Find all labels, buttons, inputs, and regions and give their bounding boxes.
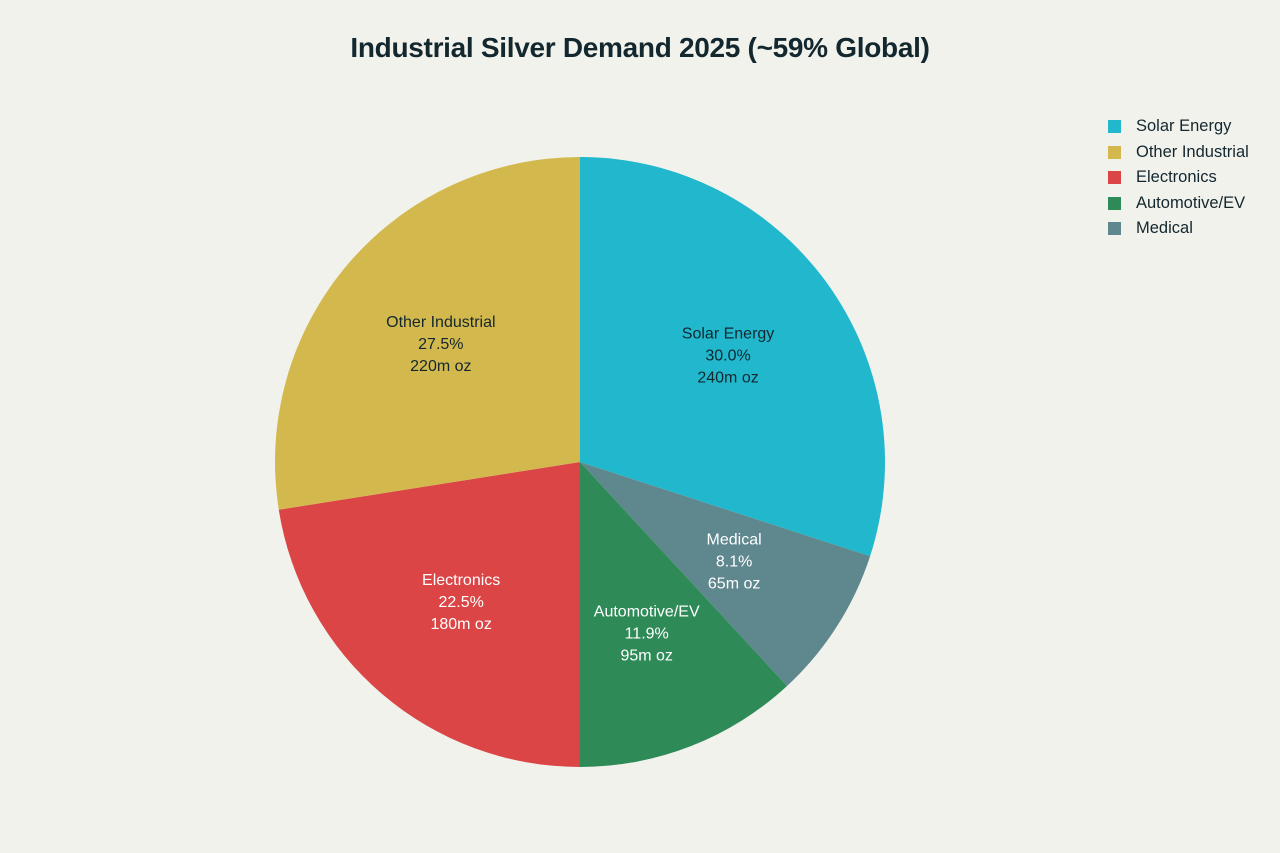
slice-percent: 22.5% [438, 594, 483, 611]
slice-amount: 220m oz [410, 358, 471, 375]
legend-item-other-industrial[interactable]: Other Industrial [1108, 140, 1249, 166]
slice-label: Solar Energy [682, 325, 775, 342]
slice-amount: 65m oz [708, 576, 760, 593]
legend-swatch [1108, 222, 1121, 236]
pie-slice-solar-energy[interactable] [580, 157, 885, 557]
legend-label: Medical [1136, 219, 1193, 238]
slice-amount: 180m oz [430, 616, 491, 633]
legend-label: Other Industrial [1136, 142, 1249, 161]
legend: Solar Energy Other Industrial Electronic… [1108, 114, 1249, 242]
pie-slice-other-industrial[interactable] [275, 157, 580, 510]
slice-label: Electronics [422, 572, 500, 589]
legend-label: Automotive/EV [1136, 193, 1246, 212]
slice-label-medical: Medical 8.1% 65m oz [707, 532, 762, 593]
legend-swatch [1108, 145, 1121, 159]
legend-item-solar-energy[interactable]: Solar Energy [1108, 114, 1249, 140]
slice-amount: 240m oz [697, 369, 758, 386]
slice-amount: 95m oz [620, 647, 672, 664]
pie-slice-electronics[interactable] [278, 462, 580, 767]
slice-percent: 8.1% [716, 554, 752, 571]
legend-item-electronics[interactable]: Electronics [1108, 165, 1249, 191]
legend-swatch [1108, 196, 1121, 210]
chart-title: Industrial Silver Demand 2025 (~59% Glob… [350, 32, 930, 63]
legend-swatch [1108, 171, 1121, 185]
slice-percent: 11.9% [625, 625, 669, 642]
pie-slice-medical[interactable] [580, 462, 871, 686]
slice-label-electronics: Electronics 22.5% 180m oz [422, 572, 500, 633]
slice-percent: 27.5% [418, 336, 463, 353]
legend-item-medical[interactable]: Medical [1108, 216, 1249, 242]
pie-slice-automotive-ev[interactable] [580, 462, 788, 767]
slice-label: Other Industrial [386, 314, 495, 331]
slice-label-automotive-ev: Automotive/EV 11.9% 95m oz [594, 603, 700, 664]
slice-label: Automotive/EV [594, 603, 700, 620]
legend-label: Solar Energy [1136, 117, 1232, 136]
legend-swatch [1108, 120, 1121, 134]
slice-percent: 30.0% [705, 347, 750, 364]
legend-item-automotive-ev[interactable]: Automotive/EV [1108, 191, 1249, 217]
legend-label: Electronics [1136, 168, 1217, 187]
slice-label-other-industrial: Other Industrial 27.5% 220m oz [386, 314, 495, 375]
slice-label-solar-energy: Solar Energy 30.0% 240m oz [682, 325, 775, 386]
slice-label: Medical [707, 532, 762, 549]
